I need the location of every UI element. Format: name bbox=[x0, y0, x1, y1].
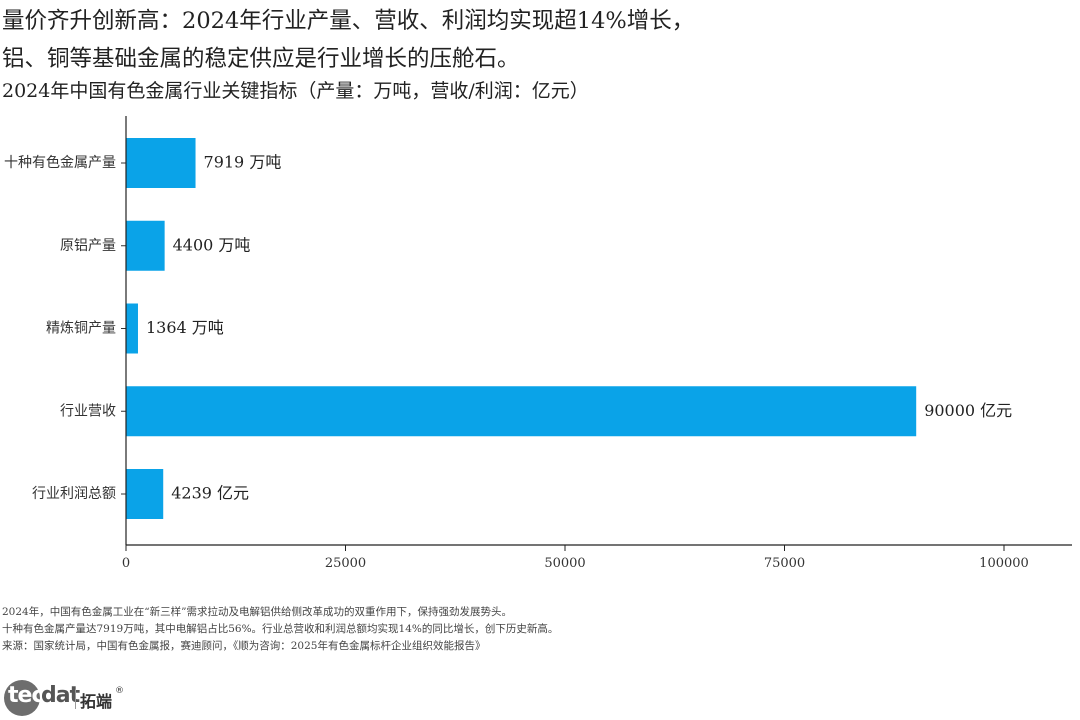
data-label-2: 1364 万吨 bbox=[146, 318, 224, 337]
note-line-1: 2024年，中国有色金属工业在“新三样”需求拉动及电解铝供给侧改革成功的双重作用… bbox=[2, 606, 512, 618]
chart-notes: 2024年，中国有色金属工业在“新三样”需求拉动及电解铝供给侧改革成功的双重作用… bbox=[2, 604, 558, 655]
headline-line-2: 铝、铜等基础金属的稳定供应是行业增长的压舱石。 bbox=[2, 46, 520, 72]
bar-0 bbox=[126, 138, 196, 188]
x-tick-label-1: 25000 bbox=[325, 556, 366, 571]
y-tick-label-3: 行业营收 bbox=[60, 403, 116, 419]
source-line: 来源：国家统计局，中国有色金属报，赛迪顾问，《顺为咨询：2025年有色金属标杆企… bbox=[2, 640, 486, 652]
logo-registered-mark: ® bbox=[115, 686, 124, 696]
bar-4 bbox=[126, 469, 164, 519]
y-tick-label-2: 精炼铜产量 bbox=[46, 321, 116, 337]
chart-headline: 量价齐升创新高：2024年行业产量、营收、利润均实现超14%增长， 铝、铜等基础… bbox=[2, 2, 1072, 78]
x-tick-label-4: 100000 bbox=[979, 556, 1029, 571]
data-label-4: 4239 亿元 bbox=[171, 484, 249, 503]
y-tick-label-4: 行业利润总额 bbox=[32, 486, 116, 502]
x-tick-label-2: 50000 bbox=[544, 556, 585, 571]
y-tick-label-0: 十种有色金属产量 bbox=[4, 154, 116, 171]
x-tick-label-0: 0 bbox=[122, 556, 130, 571]
logo-text-dat: dat bbox=[41, 683, 80, 708]
data-label-0: 7919 万吨 bbox=[204, 153, 282, 172]
bar-1 bbox=[126, 220, 165, 271]
y-tick-label-1: 原铝产量 bbox=[60, 238, 116, 254]
logo-text-cn: 拓端 bbox=[80, 692, 113, 711]
chart-subtitle: 2024年中国有色金属行业关键指标（产量：万吨，营收/利润：亿元） bbox=[2, 80, 589, 102]
note-line-2: 十种有色金属产量达7919万吨，其中电解铝占比56%。行业总营收和利润总额均实现… bbox=[2, 623, 559, 635]
data-label-1: 4400 万吨 bbox=[173, 235, 251, 254]
headline-line-1: 量价齐升创新高：2024年行业产量、营收、利润均实现超14%增长， bbox=[2, 8, 695, 34]
logo-text-tec: tec bbox=[8, 683, 44, 708]
bar-3 bbox=[126, 386, 917, 437]
logo-divider bbox=[75, 689, 76, 709]
x-tick-label-3: 75000 bbox=[764, 556, 805, 571]
brand-logo: tec dat 拓端 ® bbox=[4, 680, 204, 716]
logo-circle-icon bbox=[4, 680, 40, 716]
data-label-3: 90000 亿元 bbox=[924, 401, 1012, 420]
bar-2 bbox=[126, 303, 138, 354]
